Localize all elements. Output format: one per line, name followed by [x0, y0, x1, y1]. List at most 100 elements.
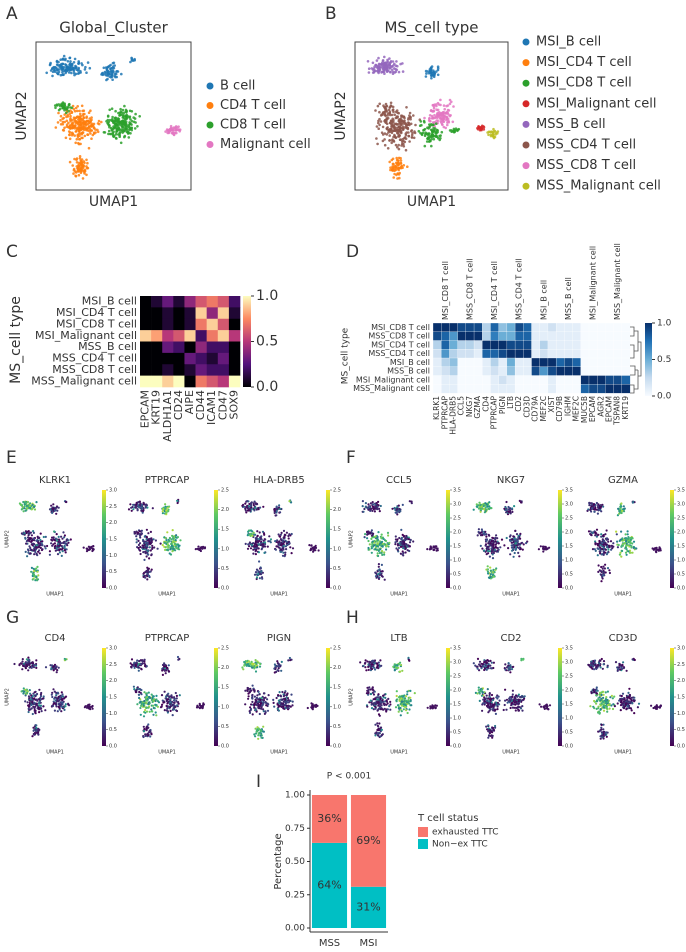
feature-point — [250, 661, 253, 664]
feature-point — [263, 692, 266, 695]
feature-title: GZMA — [608, 475, 638, 486]
heatmap-cell — [465, 331, 475, 341]
feature-point — [130, 506, 133, 509]
feature-point — [37, 541, 40, 545]
umap-point — [90, 129, 94, 132]
feature-point — [312, 546, 315, 549]
feature-point — [35, 576, 38, 579]
heatmap-cell — [449, 331, 459, 341]
umap-point — [405, 106, 408, 109]
heatmap-cell — [140, 296, 152, 308]
feature-point — [511, 538, 514, 541]
umap-point — [55, 103, 59, 106]
feature-point — [401, 503, 404, 506]
feature-point — [539, 545, 542, 548]
feature-point — [156, 547, 159, 550]
umap-point — [452, 130, 456, 133]
feature-point — [258, 665, 262, 668]
feature-point — [166, 666, 169, 670]
feature-point — [404, 547, 407, 550]
umap-point — [391, 157, 395, 161]
feature-point — [132, 508, 135, 511]
umap-point — [385, 105, 388, 108]
feature-point — [260, 576, 264, 579]
heatmap-cell — [473, 384, 483, 394]
feature-point — [383, 578, 386, 581]
heatmap-cell — [572, 331, 582, 341]
umap-point — [425, 72, 428, 75]
heatmap-cell — [572, 349, 582, 359]
feature-point — [605, 529, 608, 532]
feature-point — [13, 662, 16, 666]
heatmap-cell — [482, 322, 491, 333]
feature-point — [53, 697, 56, 700]
feature-point — [658, 549, 661, 552]
feature-point — [48, 550, 52, 553]
feature-point — [178, 694, 181, 697]
legend-marker — [522, 182, 530, 190]
colorbar-tick-label: 2.5 — [221, 488, 229, 494]
feature-point — [179, 539, 182, 542]
umap-point — [109, 63, 112, 67]
feature-point — [286, 543, 289, 547]
umap-point — [433, 74, 436, 77]
heatmap-cell — [523, 357, 532, 368]
umap-point — [72, 172, 75, 175]
feature-point — [518, 547, 521, 550]
umap-point — [383, 63, 386, 67]
feature-point — [371, 540, 374, 543]
feature-point — [34, 709, 37, 713]
feature-point — [63, 548, 67, 552]
feature-point — [155, 698, 158, 701]
legend-marker — [206, 121, 214, 129]
umap-point — [397, 147, 401, 151]
umap-point — [77, 170, 80, 173]
feature-point — [279, 511, 282, 514]
feature-point — [601, 503, 604, 506]
feature-point — [177, 545, 180, 548]
feature-point — [508, 535, 512, 538]
feature-point — [147, 567, 150, 570]
umap-point — [83, 170, 86, 174]
umap-point — [61, 120, 65, 124]
heatmap-cell — [490, 366, 500, 376]
umap-point — [428, 69, 432, 73]
feature-point — [34, 551, 37, 554]
feature-point — [626, 533, 629, 536]
heatmap-cell — [482, 340, 491, 350]
feature-point — [280, 660, 283, 664]
umap-point — [385, 133, 389, 136]
feature-point — [139, 659, 142, 662]
feature-point — [51, 544, 54, 547]
umap-point — [115, 70, 118, 73]
heatmap-cell — [206, 352, 219, 365]
feature-point — [54, 537, 58, 540]
feature-point — [42, 705, 45, 708]
umap-point — [373, 69, 377, 72]
umap-point — [120, 122, 124, 125]
heatmap-cell — [514, 357, 524, 368]
umap-point — [426, 70, 430, 73]
umap-point — [403, 140, 407, 144]
feature-point — [172, 701, 176, 704]
umap-point — [396, 145, 399, 149]
feature-point — [262, 505, 265, 508]
feature-point — [166, 543, 169, 546]
umap-point — [450, 100, 453, 104]
feature-point — [34, 712, 37, 715]
feature-point — [92, 545, 95, 548]
feature-point — [136, 531, 139, 534]
feature-point — [599, 569, 603, 573]
umap-point — [56, 121, 60, 124]
feature-point — [376, 535, 379, 539]
feature-point — [479, 544, 482, 548]
feature-point — [176, 701, 179, 704]
feature-point — [256, 660, 259, 663]
heatmap-cell — [547, 357, 557, 368]
feature-point — [35, 544, 38, 547]
feature-point — [263, 533, 266, 536]
feature-point — [56, 691, 60, 694]
feature-point — [30, 566, 33, 570]
feature-point — [198, 707, 201, 710]
heatmap-cell — [173, 296, 185, 308]
